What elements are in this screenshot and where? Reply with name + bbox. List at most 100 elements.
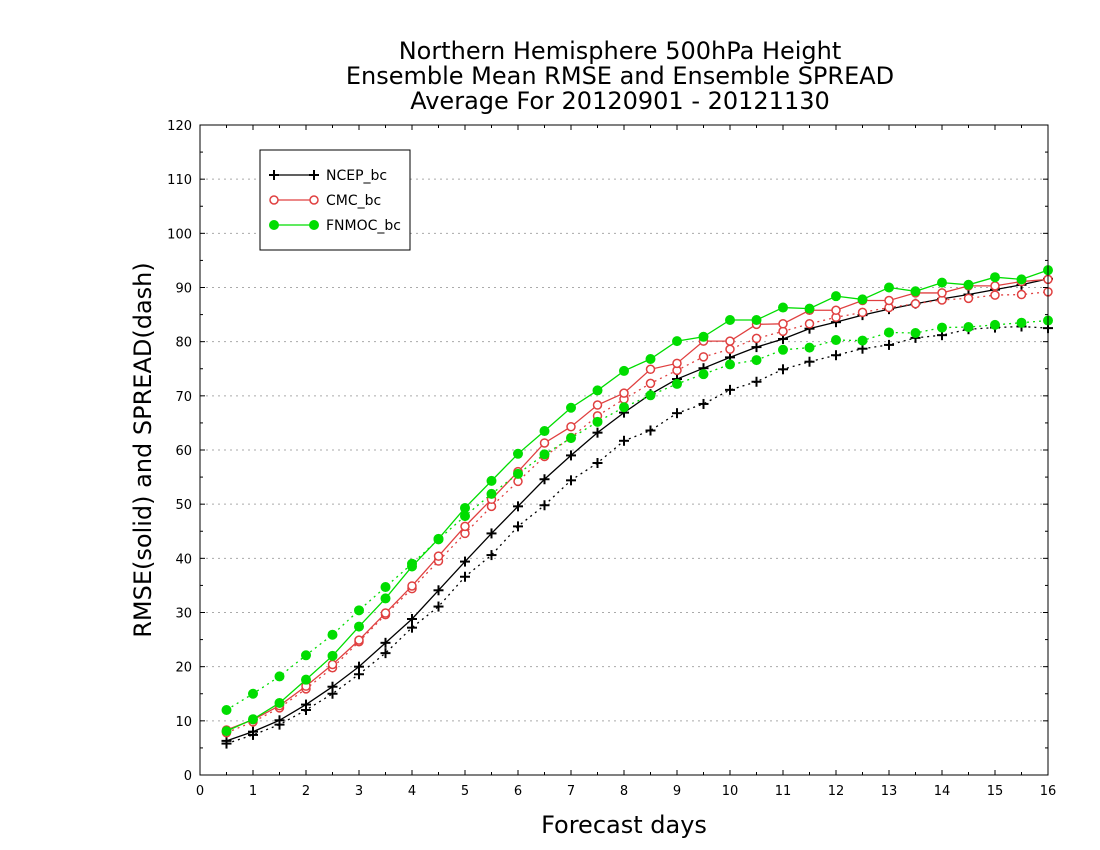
fnmoc-bc-rmse-point — [804, 303, 815, 314]
ncep-bc-spread-point — [539, 500, 550, 511]
cmc-bc-rmse-point — [645, 364, 656, 375]
ncep-bc-spread-point — [380, 648, 391, 659]
cmc-bc-rmse-point — [407, 581, 417, 591]
fnmoc-bc-rmse-point — [698, 331, 709, 342]
fnmoc-bc-rmse-point — [963, 279, 974, 290]
fnmoc-bc-rmse-point — [407, 561, 417, 572]
ncep-bc-rmse-point — [486, 528, 497, 539]
ncep-bc-rmse-point — [407, 614, 417, 624]
ncep-bc-rmse-point — [274, 715, 285, 726]
ncep-bc-rmse-line — [226, 278, 1049, 742]
grid — [200, 178, 1048, 722]
ncep-bc-spread-point — [407, 622, 417, 633]
fnmoc-bc-rmse-point — [884, 282, 894, 293]
chart-title: Northern Hemisphere 500hPa Height Ensemb… — [346, 37, 894, 115]
fnmoc-bc-spread-point — [1016, 317, 1027, 328]
fnmoc-bc-spread-point — [619, 402, 629, 413]
ncep-bc-spread-point — [566, 475, 576, 486]
y-tick-label: 20 — [175, 661, 192, 676]
ncep-bc-spread-point — [486, 550, 497, 561]
fnmoc-bc-spread-point — [831, 335, 841, 346]
ncep-bc-rmse-point — [513, 501, 523, 512]
ncep-bc-spread-point — [804, 356, 815, 367]
fnmoc-bc-rmse-point — [221, 726, 232, 737]
x-tick-label: 8 — [620, 784, 628, 799]
x-tick-label: 5 — [461, 784, 469, 799]
cmc-bc-spread-point — [751, 333, 762, 344]
ncep-bc-spread-point — [460, 571, 470, 582]
cmc-bc-spread-point — [645, 378, 656, 389]
fnmoc-bc-rmse-point — [513, 448, 523, 459]
x-axis-label: Forecast days — [541, 811, 707, 839]
cmc-bc-spread-point — [990, 290, 1000, 300]
ncep-bc-spread-point — [592, 458, 603, 468]
ncep-bc-rmse-point — [380, 637, 391, 648]
ncep-bc-spread-point — [831, 350, 841, 361]
y-tick-label: 120 — [167, 119, 192, 134]
x-tick-label: 4 — [408, 784, 416, 799]
x-tick-label: 13 — [881, 784, 898, 799]
fnmoc-bc-rmse-point — [937, 277, 947, 288]
y-tick-label: 110 — [167, 173, 192, 188]
ncep-bc-rmse-point — [592, 427, 603, 438]
cmc-bc-spread-point — [1016, 289, 1027, 300]
fnmoc-bc-spread-point — [327, 629, 338, 640]
cmc-bc-rmse-point — [592, 400, 603, 410]
legend-label-fnmoc-bc: FNMOC_bc — [326, 218, 401, 234]
cmc-bc-rmse-point — [725, 336, 735, 346]
fnmoc-bc-spread-line — [226, 319, 1049, 711]
ncep-bc-spread-point — [778, 364, 788, 375]
y-tick-label: 40 — [175, 552, 192, 567]
y-tick-label: 50 — [175, 498, 192, 513]
x-tick-label: 3 — [355, 784, 363, 799]
cmc-bc-rmse-point — [433, 551, 444, 561]
fnmoc-bc-rmse-point — [380, 593, 391, 604]
ncep-bc-spread-point — [619, 435, 629, 446]
x-tick-label: 14 — [934, 784, 951, 799]
x-tick-label: 0 — [196, 784, 204, 799]
cmc-bc-rmse-point — [354, 635, 364, 645]
ncep-bc-spread-line — [226, 325, 1049, 745]
cmc-bc-spread-point — [804, 319, 815, 329]
ncep-bc-rmse-point — [566, 450, 576, 461]
fnmoc-bc-spread-point — [725, 359, 735, 370]
fnmoc-bc-rmse-point — [433, 533, 444, 544]
x-tick-label: 16 — [1040, 784, 1057, 799]
ncep-bc-rmse-point — [301, 699, 311, 710]
ncep-bc-rmse-point — [751, 342, 762, 353]
cmc-bc-rmse-point — [380, 608, 391, 618]
fnmoc-bc-rmse-point — [301, 674, 311, 685]
cmc-bc-rmse-point — [619, 388, 629, 398]
fnmoc-bc-spread-point — [248, 688, 258, 699]
cmc-bc-rmse-point — [990, 281, 1000, 291]
cmc-bc-spread-point — [910, 299, 921, 309]
fnmoc-bc-rmse-point — [751, 315, 762, 325]
fnmoc-bc-rmse-point — [778, 302, 788, 313]
cmc-bc-spread-line — [226, 291, 1049, 734]
ncep-bc-spread-point — [698, 398, 709, 409]
ncep-bc-rmse-point — [460, 556, 470, 567]
fnmoc-bc-spread-point — [274, 671, 285, 682]
y-axis-label: RMSE(solid) and SPREAD(dash) — [129, 262, 157, 638]
x-tick-label: 1 — [249, 784, 257, 799]
fnmoc-bc-spread-point — [645, 390, 656, 401]
title-line-3: Average For 20120901 - 20121130 — [410, 87, 830, 115]
plot-series — [221, 265, 1053, 749]
fnmoc-bc-spread-point — [486, 488, 497, 499]
fnmoc-bc-spread-point — [751, 355, 762, 366]
legend-marker-fnmoc-bc — [309, 220, 319, 230]
ncep-bc-rmse-point — [327, 681, 338, 692]
ncep-bc-rmse-point — [539, 474, 550, 485]
fnmoc-bc-spread-point — [539, 449, 550, 460]
cmc-bc-rmse-point — [327, 659, 338, 670]
fnmoc-bc-rmse-point — [672, 336, 682, 347]
fnmoc-bc-rmse-point — [910, 286, 921, 297]
ncep-bc-spread-point — [884, 339, 894, 350]
fnmoc-bc-rmse-point — [725, 315, 735, 325]
y-tick-label: 30 — [175, 607, 192, 622]
cmc-bc-spread-point — [857, 307, 868, 318]
x-tick-label: 15 — [987, 784, 1004, 799]
x-tick-label: 11 — [775, 784, 792, 799]
